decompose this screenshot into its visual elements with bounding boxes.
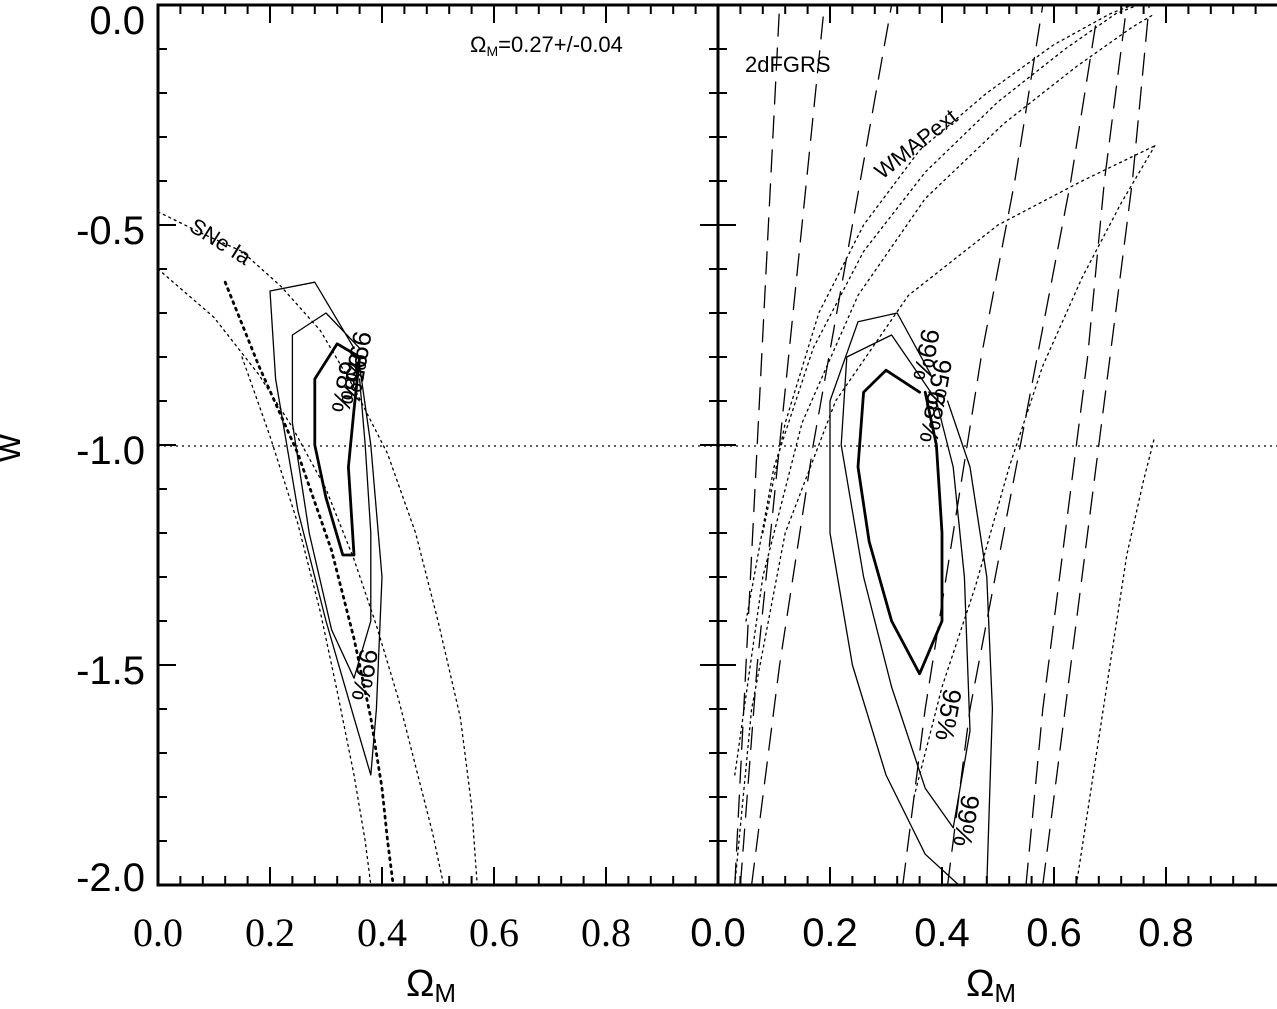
left-x-axis-title: ΩM bbox=[406, 963, 456, 1008]
x-axis-title-sub: M bbox=[434, 978, 456, 1008]
left-series-dotted-6 bbox=[241, 356, 372, 886]
y-tick-label: 0.0 bbox=[89, 0, 145, 43]
right-series-solid-1 bbox=[840, 334, 971, 829]
right-x-axis-title: ΩM bbox=[966, 963, 1016, 1008]
right-series-layer bbox=[734, 4, 1156, 886]
right-series-dotted-14 bbox=[913, 145, 1156, 798]
prior-value: =0.27+/-0.04 bbox=[498, 32, 623, 57]
y-tick-label: -2.0 bbox=[76, 856, 145, 900]
x-axis-title-main: Ω bbox=[406, 963, 434, 1005]
left-series-solid-2 bbox=[269, 281, 383, 776]
left-series-solid-thick-0 bbox=[313, 342, 362, 557]
left-series-dotted-4 bbox=[157, 268, 445, 886]
x-tick-label: 0.4 bbox=[357, 910, 407, 955]
right-series-dashed-8 bbox=[1025, 4, 1128, 886]
right-series-dotted-15 bbox=[1075, 435, 1156, 886]
x-tick-label: 0.8 bbox=[1138, 911, 1194, 955]
right-series-dashed-5 bbox=[750, 4, 893, 886]
x-tick-label: 0.6 bbox=[469, 910, 519, 955]
2dfgrs-label: 2dFGRS bbox=[745, 52, 831, 77]
x-tick-label: 0.0 bbox=[133, 910, 183, 955]
x-tick-label: 0.2 bbox=[802, 911, 858, 955]
y-tick-label: -1.5 bbox=[76, 649, 145, 693]
prior-annotation: ΩM=0.27+/-0.04 bbox=[470, 32, 623, 59]
right-series-solid-2 bbox=[829, 312, 994, 886]
left-series-solid-1 bbox=[291, 312, 372, 679]
x-tick-label: 0.2 bbox=[245, 910, 295, 955]
x-tick-label: 0.6 bbox=[1026, 911, 1082, 955]
x-tick-label: 0.0 bbox=[690, 911, 746, 955]
left-series-layer bbox=[157, 211, 478, 887]
prior-subscript: M bbox=[486, 43, 498, 59]
left-panel: 0.0 -0.5 -1.0 -1.5 -2.0 0.0 0.2 0.4 0.6 … bbox=[0, 0, 720, 1008]
right-series-dashed-3 bbox=[734, 4, 781, 886]
right-ticks bbox=[700, 4, 1257, 886]
left-series-dotted-3 bbox=[157, 211, 478, 886]
prior-omega: Ω bbox=[470, 32, 486, 57]
right-series-dotted-11 bbox=[745, 4, 1139, 622]
y-axis-title: w bbox=[0, 434, 29, 463]
y-tick-label: -0.5 bbox=[76, 209, 145, 253]
x-tick-label: 0.4 bbox=[914, 911, 970, 955]
right-series-dotted-13 bbox=[734, 145, 1156, 886]
right-series-dashed-6 bbox=[902, 4, 1044, 886]
right-series-dotted-10 bbox=[762, 4, 1134, 534]
right-series-dotted-12 bbox=[734, 13, 1156, 776]
x-tick-label: 0.8 bbox=[581, 910, 631, 955]
x-axis-title-sub: M bbox=[994, 978, 1016, 1008]
left-series-dotted-thick-5 bbox=[223, 280, 395, 887]
right-series-dashed-9 bbox=[1042, 4, 1150, 886]
x-axis-title-main: Ω bbox=[966, 963, 994, 1005]
y-tick-label: -1.0 bbox=[76, 429, 145, 473]
right-series-dashed-7 bbox=[946, 4, 1100, 886]
right-series-dashed-4 bbox=[739, 4, 826, 886]
right-series-solid-thick-0 bbox=[856, 368, 944, 676]
